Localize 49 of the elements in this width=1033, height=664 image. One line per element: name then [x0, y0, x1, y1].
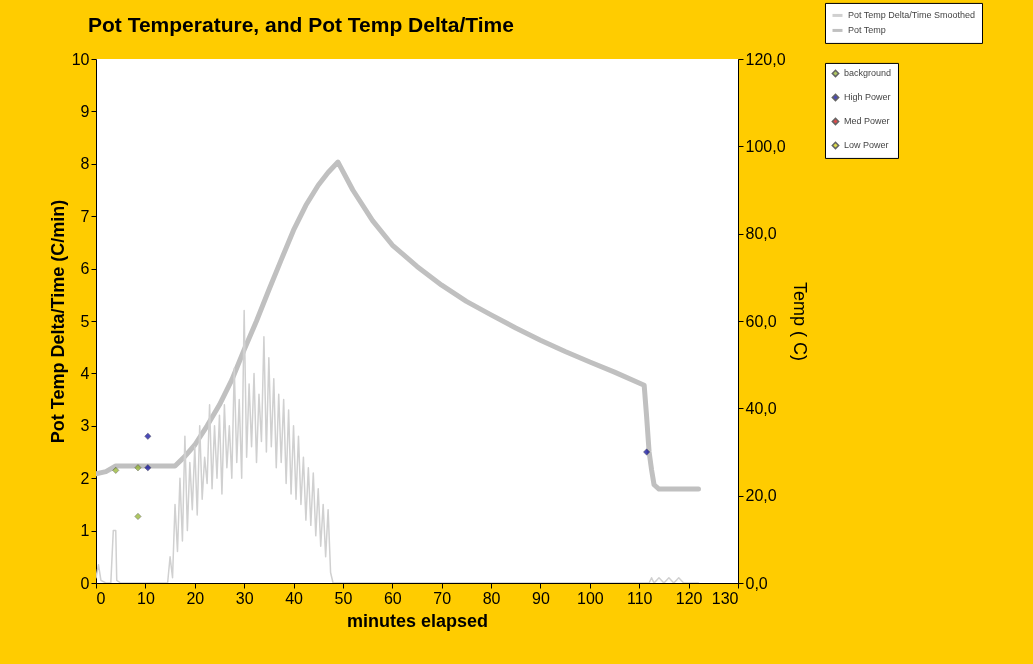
y-tick-label: 0 [80, 574, 90, 592]
x-tick-label: 10 [136, 589, 155, 607]
legend-label: High Power [843, 92, 891, 103]
y2-tick-label: 100,0 [745, 137, 786, 155]
x-axis-title: minutes elapsed [346, 610, 489, 631]
y2-tick-label: 120,0 [745, 50, 786, 68]
y-tick-label: 6 [80, 260, 90, 278]
x-tick-label: 90 [532, 589, 550, 607]
y-tick-label: 7 [80, 207, 90, 225]
y-tick-label: 9 [80, 102, 90, 120]
y2-tick-label: 20,0 [745, 487, 777, 505]
x-tick-label: 20 [186, 589, 205, 607]
y2-tick-label: 60,0 [745, 312, 777, 330]
point [144, 464, 152, 472]
x-tick-label: 120 [675, 589, 703, 607]
x-tick-label: 130 [711, 589, 739, 607]
x-tick-label: 70 [433, 589, 452, 607]
legend-label: Low Power [843, 140, 889, 151]
legend-label: background [843, 68, 892, 79]
point [643, 448, 651, 456]
x-tick-label: 60 [383, 589, 402, 607]
legend-label: Med Power [843, 116, 890, 127]
point [112, 466, 120, 474]
x-tick-label: 0 [96, 589, 106, 607]
legend-label: Pot Temp Delta/Time Smoothed [847, 10, 976, 21]
x-tick-label: 50 [334, 589, 353, 607]
line-series [96, 309, 700, 583]
y2-tick-label: 80,0 [745, 225, 777, 243]
point [144, 432, 152, 440]
legend-label: Pot Temp [847, 25, 886, 36]
y-tick-label: 2 [80, 469, 90, 487]
y-tick-label: 10 [71, 50, 90, 68]
y2-tick-label: 40,0 [745, 399, 777, 417]
y2-axis-title: Temp ( C) [789, 281, 810, 362]
x-tick-label: 40 [285, 589, 304, 607]
x-tick-label: 80 [482, 589, 501, 607]
y-tick-label: 4 [80, 364, 90, 382]
x-tick-label: 30 [235, 589, 254, 607]
point [134, 513, 142, 520]
y-tick-label: 8 [80, 155, 90, 173]
y2-tick-label: 0,0 [745, 574, 768, 592]
y-tick-label: 1 [80, 522, 90, 540]
y-tick-label: 3 [80, 417, 90, 435]
chart-title: Pot Temperature, and Pot Temp Delta/Time [88, 13, 514, 37]
y-axis-title: Pot Temp Delta/Time (C/min) [47, 199, 68, 444]
x-tick-label: 100 [576, 589, 604, 607]
x-tick-label: 110 [626, 589, 653, 607]
point [134, 464, 142, 472]
y-tick-label: 5 [80, 312, 90, 330]
